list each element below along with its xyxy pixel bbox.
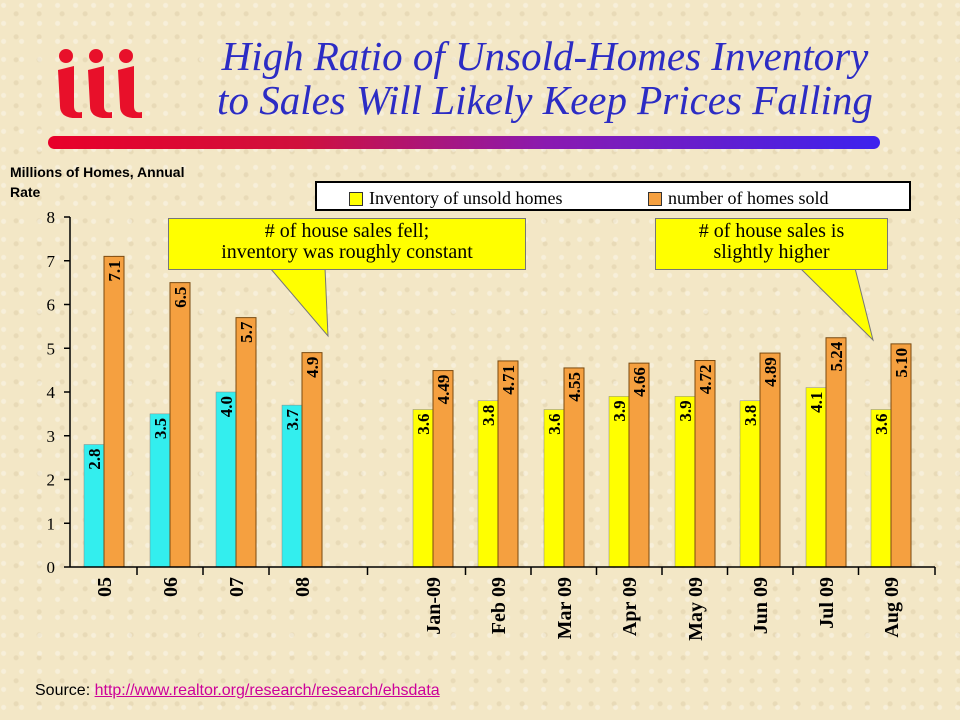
callout-right-pointer [798, 267, 874, 342]
category-label: May 09 [685, 577, 707, 641]
y-tick-label: 5 [47, 339, 56, 358]
category-label: Mar 09 [554, 577, 576, 639]
inventory-data-label: 3.9 [610, 400, 629, 421]
y-tick-label: 6 [47, 296, 56, 315]
sold-data-label: 4.72 [696, 365, 715, 395]
legend-item-inventory: Inventory of unsold homes [349, 188, 562, 209]
y-tick-label: 3 [47, 427, 56, 446]
inventory-data-label: 3.6 [545, 414, 564, 435]
title-line-2: to Sales Will Likely Keep Prices Falling [217, 77, 873, 123]
source-label: Source: [35, 682, 91, 699]
title-divider [48, 136, 880, 149]
callout-left: # of house sales fell; inventory was rou… [168, 218, 526, 270]
sold-bar [235, 317, 257, 568]
legend-item-sold: number of homes sold [648, 188, 828, 209]
inventory-bar [805, 387, 827, 568]
y-tick-label: 7 [47, 252, 56, 271]
y-axis-label: Millions of Homes, Annual Rate [10, 164, 185, 200]
sold-data-label: 5.24 [827, 341, 846, 371]
inventory-data-label: 3.5 [151, 418, 170, 439]
category-label: Aug 09 [881, 577, 903, 638]
callout-left-pointer [268, 267, 329, 338]
category-label: 06 [160, 577, 182, 597]
inventory-data-label: 3.6 [414, 414, 433, 435]
callout-right: # of house sales is slightly higher [655, 218, 888, 270]
category-label: Jan-09 [423, 577, 445, 635]
sold-data-label: 4.89 [761, 357, 780, 387]
page-title: High Ratio of Unsold-Homes Inventory to … [150, 34, 940, 122]
inventory-data-label: 3.6 [872, 414, 891, 435]
sold-bar [301, 352, 323, 568]
callout-right-line-2: slightly higher [713, 241, 830, 263]
callout-right-line-1: # of house sales is [698, 220, 845, 242]
sold-data-label: 4.9 [303, 357, 322, 378]
sold-data-label: 4.66 [630, 367, 649, 397]
iii-logo [52, 48, 142, 119]
inventory-data-label: 3.8 [479, 405, 498, 426]
sold-data-label: 4.49 [434, 375, 453, 405]
source-link[interactable]: http://www.realtor.org/research/research… [94, 682, 440, 699]
category-label: 08 [292, 577, 314, 597]
chart-legend: Inventory of unsold homes number of home… [315, 181, 911, 211]
inventory-data-label: 4.1 [807, 392, 826, 413]
source-note: Source: http://www.realtor.org/research/… [35, 682, 440, 700]
legend-label-sold: number of homes sold [668, 188, 829, 208]
sold-data-label: 5.7 [237, 321, 256, 343]
y-tick-label: 0 [47, 558, 56, 577]
category-label: 05 [94, 577, 116, 597]
y-tick-label: 1 [47, 514, 56, 533]
inventory-data-label: 3.8 [741, 405, 760, 426]
inventory-bar [215, 391, 237, 568]
sold-bar [169, 282, 191, 568]
category-label: Jul 09 [816, 577, 838, 629]
callout-left-line-2: inventory was roughly constant [221, 241, 473, 263]
sold-data-label: 7.1 [105, 260, 124, 281]
title-line-1: High Ratio of Unsold-Homes Inventory [221, 33, 869, 79]
sold-data-label: 4.55 [565, 372, 584, 402]
inventory-data-label: 2.8 [85, 449, 104, 470]
category-label: Jun 09 [750, 577, 772, 634]
callout-left-line-1: # of house sales fell; [264, 220, 430, 242]
sold-data-label: 5.10 [892, 348, 911, 378]
category-label: Feb 09 [488, 577, 510, 634]
inventory-data-label: 4.0 [217, 396, 236, 417]
sold-bar [103, 255, 125, 568]
y-tick-label: 8 [47, 208, 56, 227]
category-label: Apr 09 [619, 577, 641, 636]
inventory-data-label: 3.7 [283, 409, 302, 431]
legend-swatch-sold [648, 191, 662, 206]
category-label: 07 [226, 577, 248, 597]
legend-swatch-inventory [349, 191, 363, 206]
y-tick-label: 4 [47, 383, 56, 402]
inventory-data-label: 3.9 [676, 400, 695, 421]
legend-label-inventory: Inventory of unsold homes [369, 188, 563, 208]
sold-data-label: 6.5 [171, 287, 190, 308]
y-tick-label: 2 [47, 471, 56, 490]
sold-data-label: 4.71 [499, 365, 518, 395]
